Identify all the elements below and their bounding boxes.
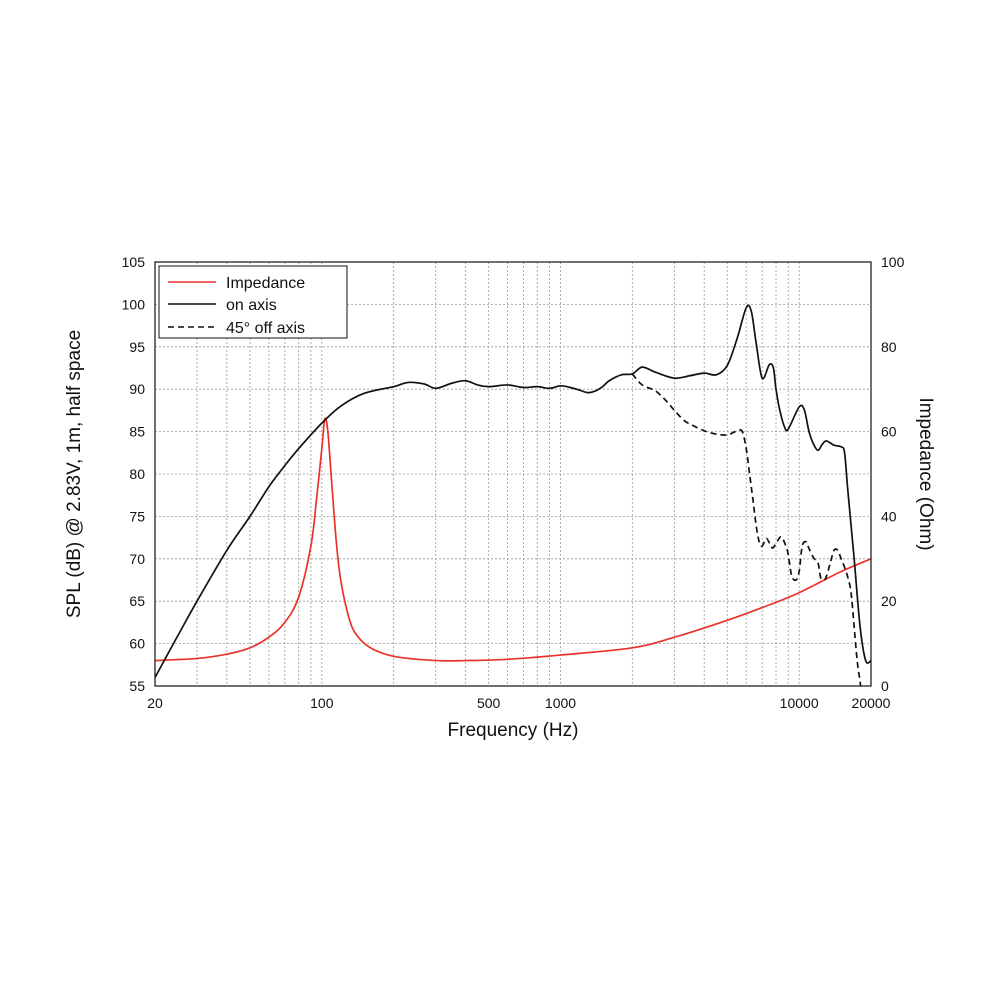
plot-frame xyxy=(154,261,872,687)
x-axis-title: Frequency (Hz) xyxy=(448,720,579,741)
y-tick-label: 80 xyxy=(129,466,145,482)
y-tick-label: 100 xyxy=(122,296,146,312)
y-tick-label: 90 xyxy=(129,381,145,397)
x-tick-label: 10000 xyxy=(780,695,819,711)
legend-label-on-axis: on axis xyxy=(226,297,277,314)
x-tick-label: 500 xyxy=(477,695,501,711)
x-tick-label: 100 xyxy=(310,695,334,711)
legend-label-off-axis: 45° off axis xyxy=(226,320,305,337)
x-tick-label: 1000 xyxy=(545,695,576,711)
y-tick-label: 55 xyxy=(129,678,145,694)
on-axis-curve xyxy=(155,304,871,678)
y-tick-label: 105 xyxy=(122,254,146,270)
legend: Impedance on axis 45° off axis xyxy=(158,265,348,339)
impedance-curve xyxy=(155,417,871,662)
y-tick-label: 70 xyxy=(129,551,145,567)
y2-tick-label: 80 xyxy=(881,339,897,355)
tick-labels: 20 100 500 1000 10000 20000556065707580859095… xyxy=(122,254,905,711)
y-tick-label: 85 xyxy=(129,424,145,440)
legend-label-impedance: Impedance xyxy=(226,275,305,292)
legend-box xyxy=(158,265,348,339)
y2-tick-label: 40 xyxy=(881,508,897,524)
x-tick-label: 20 xyxy=(147,695,163,711)
grid-lines xyxy=(155,262,871,686)
y2-tick-label: 0 xyxy=(881,678,889,694)
y-tick-label: 95 xyxy=(129,339,145,355)
x-tick-label: 20000 xyxy=(852,695,891,711)
off-axis-curve xyxy=(631,373,862,686)
y-tick-label: 75 xyxy=(129,508,145,524)
y-axis-title: SPL (dB) @ 2.83V, 1m, half space xyxy=(64,330,85,618)
y2-tick-label: 20 xyxy=(881,593,897,609)
y-tick-label: 65 xyxy=(129,593,145,609)
y2-tick-label: 60 xyxy=(881,424,897,440)
y2-tick-label: 100 xyxy=(881,254,905,270)
series-layer xyxy=(155,304,871,686)
y-tick-label: 60 xyxy=(129,636,145,652)
y2-axis-title: Impedance (Ohm) xyxy=(915,397,936,550)
